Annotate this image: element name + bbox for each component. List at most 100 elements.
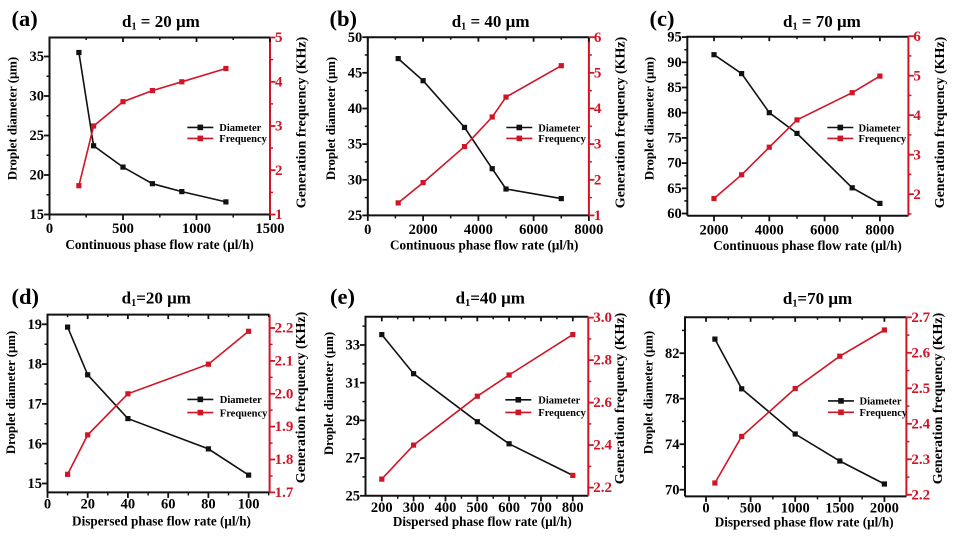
svg-text:(a): (a) [12,6,38,31]
svg-text:30: 30 [348,172,363,188]
svg-text:2.7: 2.7 [911,310,930,326]
svg-text:3.0: 3.0 [593,310,612,326]
svg-text:(e): (e) [330,284,355,309]
svg-text:30: 30 [30,89,45,105]
svg-text:35: 35 [348,137,363,153]
svg-text:Droplet diameter (μm): Droplet diameter (μm) [642,331,656,454]
svg-text:6: 6 [913,29,921,45]
svg-text:18: 18 [28,357,43,373]
svg-text:85: 85 [667,80,682,96]
svg-text:500: 500 [112,221,134,237]
svg-text:3: 3 [913,147,921,163]
svg-text:8000: 8000 [865,222,894,238]
svg-text:Generation frequency (KHz): Generation frequency (KHz) [295,36,310,208]
svg-text:Frequency: Frequency [219,134,267,145]
svg-text:60: 60 [161,496,176,512]
svg-text:2.2: 2.2 [911,487,930,503]
svg-text:50: 50 [348,30,363,46]
svg-text:74: 74 [665,437,680,453]
svg-text:20: 20 [80,496,95,512]
svg-text:6000: 6000 [519,222,548,238]
svg-text:2: 2 [594,172,602,188]
svg-text:2.6: 2.6 [911,345,930,361]
svg-text:33: 33 [346,338,361,354]
svg-text:2.0: 2.0 [275,386,294,402]
svg-text:Droplet diameter (μm): Droplet diameter (μm) [322,332,336,455]
svg-text:Droplet diameter (μm): Droplet diameter (μm) [4,331,18,454]
svg-text:4000: 4000 [755,222,784,238]
svg-text:2.3: 2.3 [911,452,930,468]
svg-text:d1 = 20 μm: d1 = 20 μm [122,12,200,33]
svg-text:Generation frequency (KHz): Generation frequency (KHz) [933,36,948,208]
svg-text:90: 90 [667,55,682,71]
svg-text:5: 5 [913,68,921,84]
svg-text:2: 2 [275,163,283,179]
svg-text:(d): (d) [12,284,40,309]
svg-text:29: 29 [346,413,361,429]
svg-text:0: 0 [364,222,371,238]
svg-text:0: 0 [44,496,51,512]
svg-text:300: 300 [403,500,425,516]
svg-text:Droplet diameter (μm): Droplet diameter (μm) [324,57,338,180]
svg-text:1500: 1500 [825,500,854,516]
svg-text:4: 4 [275,74,283,90]
svg-text:2000: 2000 [409,222,438,238]
svg-text:500: 500 [740,500,762,516]
svg-text:Diameter: Diameter [538,396,580,407]
svg-text:27: 27 [346,451,361,467]
svg-text:Frequency: Frequency [859,134,907,145]
svg-text:25: 25 [30,128,45,144]
svg-text:2.4: 2.4 [911,416,930,432]
svg-text:(b): (b) [330,6,358,31]
svg-text:Dispersed phase flow rate (μl/: Dispersed phase flow rate (μl/h) [715,515,894,530]
svg-text:35: 35 [30,49,45,65]
svg-text:31: 31 [346,375,361,391]
svg-text:4: 4 [594,101,602,117]
svg-text:6: 6 [594,30,602,46]
svg-text:2.2: 2.2 [593,480,612,496]
svg-text:3: 3 [275,119,283,135]
svg-text:40: 40 [121,496,136,512]
svg-text:65: 65 [667,181,682,197]
svg-text:100: 100 [238,496,260,512]
svg-text:Diameter: Diameter [860,397,902,408]
svg-text:2000: 2000 [700,222,729,238]
svg-text:Continuous phase flow rate (μl: Continuous phase flow rate (μl/h) [713,238,901,253]
svg-text:45: 45 [348,65,363,81]
svg-text:Frequency: Frequency [538,408,586,419]
svg-text:d1 = 70 μm: d1 = 70 μm [783,12,861,33]
svg-text:60: 60 [667,206,682,222]
svg-text:Diameter: Diameter [220,395,262,406]
svg-text:Generation frequency (KHz): Generation frequency (KHz) [294,311,309,483]
svg-text:95: 95 [667,30,682,46]
svg-text:2.2: 2.2 [275,321,294,337]
svg-text:Diameter: Diameter [538,123,580,134]
svg-text:1500: 1500 [256,221,285,237]
svg-text:80: 80 [667,105,682,121]
svg-text:Frequency: Frequency [538,134,586,145]
svg-text:Diameter: Diameter [219,123,261,134]
svg-text:600: 600 [498,500,520,516]
svg-text:15: 15 [28,476,43,492]
svg-text:19: 19 [28,317,43,333]
svg-text:2.1: 2.1 [275,354,294,370]
svg-text:82: 82 [665,346,680,362]
svg-text:Droplet diameter (μm): Droplet diameter (μm) [6,57,20,180]
svg-text:2.6: 2.6 [593,395,612,411]
svg-text:1.8: 1.8 [275,452,294,468]
svg-text:1000: 1000 [182,221,211,237]
svg-text:700: 700 [530,500,552,516]
svg-text:2.4: 2.4 [593,438,612,454]
svg-text:70: 70 [665,482,680,498]
svg-text:Droplet diameter (μm): Droplet diameter (μm) [643,57,657,180]
svg-text:4: 4 [913,108,921,124]
svg-text:d1=40 μm: d1=40 μm [456,289,525,310]
svg-text:Frequency: Frequency [220,408,268,419]
svg-text:Generation frequency (KHz): Generation frequency (KHz) [931,312,946,484]
svg-text:500: 500 [466,500,488,516]
svg-text:(c): (c) [650,6,675,31]
svg-text:15: 15 [30,207,45,223]
svg-text:800: 800 [562,500,584,516]
svg-text:Generation frequency (KHz): Generation frequency (KHz) [613,312,628,484]
svg-text:4000: 4000 [464,222,493,238]
